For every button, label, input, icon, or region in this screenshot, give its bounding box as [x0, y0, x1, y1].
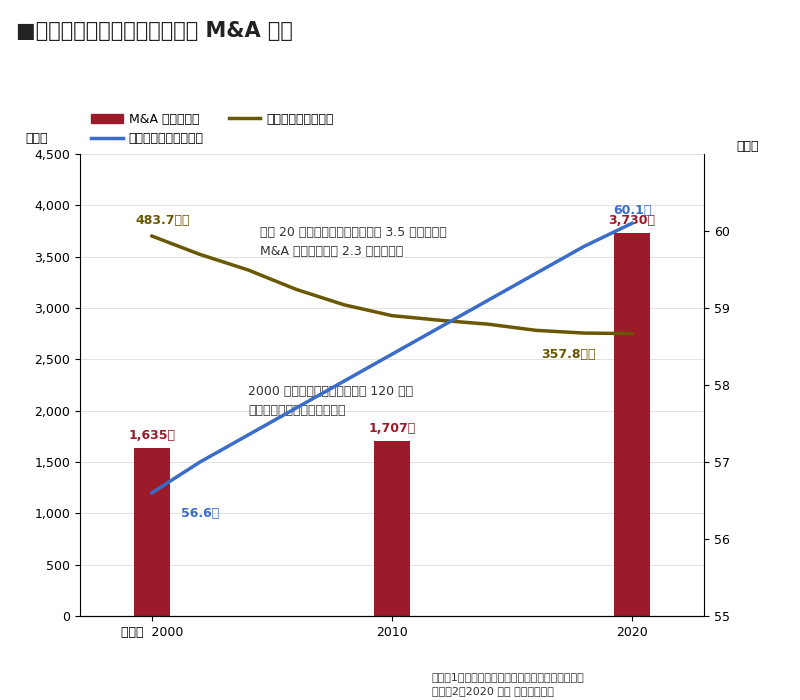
Text: 2000 年からの十数年でおよそ 120 万社
の中小企業が廃業している。: 2000 年からの十数年でおよそ 120 万社 の中小企業が廃業している。: [248, 385, 413, 417]
Text: 出典：1）帝国データバンク「全国社長年齢分析」
　　　2）2020 年版 中小企業白書: 出典：1）帝国データバンク「全国社長年齢分析」 2）2020 年版 中小企業白書: [432, 673, 585, 696]
Y-axis label: （件）: （件）: [25, 132, 47, 145]
Text: 483.7万社: 483.7万社: [135, 214, 190, 227]
Bar: [614, 233, 650, 616]
Text: 56.6歳: 56.6歳: [181, 507, 219, 519]
Bar: [134, 448, 170, 616]
Text: 1,635件: 1,635件: [129, 429, 175, 442]
Text: 1,707件: 1,707件: [368, 421, 416, 435]
Bar: [374, 441, 410, 616]
Legend: M&A 件数（件）, 経営者平均年齢（歳）, 中小企業数（万社）: M&A 件数（件）, 経営者平均年齢（歳）, 中小企業数（万社）: [86, 108, 338, 150]
Text: ■高齢化する経営者と急増する M&A 件数: ■高齢化する経営者と急増する M&A 件数: [16, 21, 293, 41]
Text: この 20 年で経営者の平均年齢は 3.5 歳上がり、
M&A 件数はおよそ 2.3 倍に増加。: この 20 年で経営者の平均年齢は 3.5 歳上がり、 M&A 件数はおよそ 2…: [260, 226, 446, 258]
Text: 60.1歳: 60.1歳: [613, 204, 651, 217]
Text: 3,730件: 3,730件: [609, 214, 655, 227]
Text: 357.8万社: 357.8万社: [541, 349, 595, 361]
Y-axis label: （歳）: （歳）: [737, 140, 759, 153]
